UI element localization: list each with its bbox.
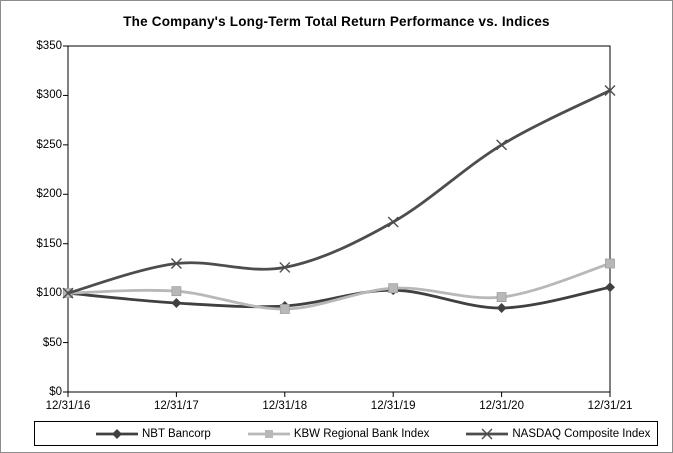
x-tick-label: 12/31/20 [479,400,524,412]
plot-border [67,45,611,393]
legend-label: NBT Bancorp [142,427,211,440]
x-tick-label: 12/31/16 [45,400,91,412]
y-tick-label: $350 [36,40,62,52]
x-tick-label: 12/31/21 [587,400,633,412]
series-line-square [66,262,612,311]
y-tick-label: $50 [42,336,62,349]
legend-entry: NASDAQ Composite Index [465,427,650,441]
chart-title: The Company's Long-Term Total Return Per… [123,14,550,29]
square-marker [605,258,615,269]
diamond-marker [496,302,507,313]
square-marker [388,283,399,294]
x-tick-label: 12/31/19 [370,400,416,412]
x-marker [387,216,399,228]
y-tick-label: $300 [36,89,62,102]
x-tick-label: 12/31/18 [262,400,308,412]
x-marker [604,84,616,96]
square-legend-sample-icon [247,429,290,438]
x-marker [62,287,74,299]
y-tick-label: $150 [36,237,62,250]
series-line-diamond [66,285,612,310]
legend-entry: NBT Bancorp [95,427,211,441]
square-marker [279,304,290,314]
x-tick-label: 12/31/17 [154,400,199,412]
legend: NBT Bancorp KBW Regional Bank Index NASDAQ… [34,421,658,446]
x-marker [496,139,508,151]
y-tick-label: $0 [49,386,62,398]
square-marker [496,292,507,302]
series-line-x [66,89,612,295]
x-legend-sample-icon [466,428,509,439]
x-marker [170,257,182,269]
legend-label: NASDAQ Composite Index [512,427,651,440]
diamond-legend-sample-icon [96,428,138,439]
y-tick-label: $100 [36,287,62,300]
y-tick-label: $250 [36,138,62,151]
legend-label: KBW Regional Bank Index [293,427,430,440]
plot-area [62,45,616,397]
x-marker [279,261,291,273]
square-marker [171,286,182,297]
y-tick-label: $200 [36,188,62,201]
legend-entry: KBW Regional Bank Index [247,427,430,441]
diamond-marker [605,282,615,293]
diamond-marker [171,298,182,309]
